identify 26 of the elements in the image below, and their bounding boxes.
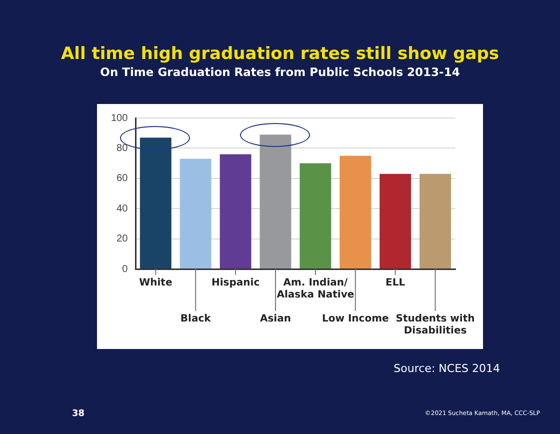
bar: [180, 158, 212, 268]
x-tick-label: Am. Indian/ Alaska Native: [276, 278, 354, 301]
x-tick-label: Hispanic: [211, 278, 260, 289]
x-tick-label: ELL: [386, 278, 406, 289]
x-tick-label: White: [139, 278, 172, 289]
x-tick-label: Low Income: [322, 314, 389, 325]
x-tick-label: Asian: [260, 314, 291, 325]
chart-title: All time high graduation rates still show gaps: [60, 44, 500, 64]
y-tick-label: 20: [116, 234, 128, 245]
source-note: Source: NCES 2014: [394, 362, 500, 375]
text: 38: [72, 409, 85, 419]
bar: [420, 174, 452, 268]
x-tick-label: Black: [180, 314, 212, 325]
y-tick-label: 100: [110, 112, 128, 124]
bar: [300, 163, 332, 268]
x-tick-label: Students with Disabilities: [396, 314, 475, 337]
bar: [140, 138, 172, 268]
bar: [260, 134, 292, 268]
bar: [380, 174, 412, 268]
bar: [340, 156, 372, 268]
y-tick-label: 80: [116, 142, 128, 154]
y-tick-label: 40: [116, 203, 128, 214]
bar: [220, 154, 252, 268]
y-tick-label: 0: [122, 264, 128, 275]
chart-subtitle: On Time Graduation Rates from Public Schools 2013-14: [99, 65, 461, 79]
y-tick-label: 60: [116, 173, 128, 184]
